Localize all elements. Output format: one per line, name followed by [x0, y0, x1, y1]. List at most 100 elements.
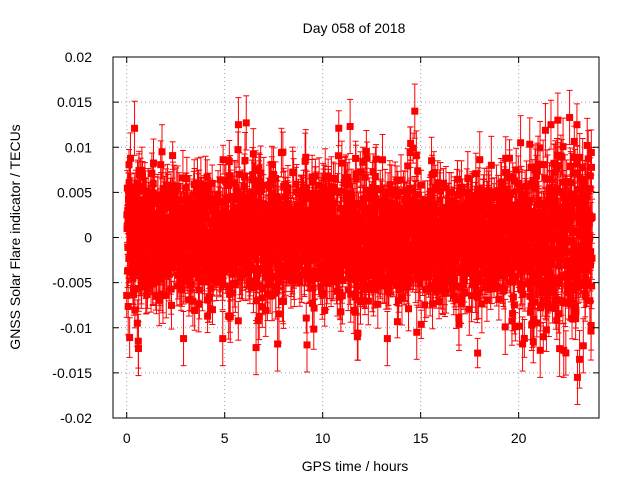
data-point	[225, 158, 233, 166]
data-point	[130, 287, 138, 295]
data-point	[260, 181, 268, 189]
data-point	[234, 317, 242, 325]
data-point	[208, 306, 216, 314]
data-point	[257, 185, 265, 193]
data-point	[152, 292, 160, 300]
data-point	[146, 261, 154, 269]
data-point	[178, 285, 186, 293]
data-point	[195, 300, 203, 308]
data-point	[206, 196, 214, 204]
data-point	[279, 148, 287, 156]
data-point	[255, 264, 263, 272]
data-point	[268, 160, 276, 168]
data-point	[322, 236, 330, 244]
data-point	[309, 284, 317, 292]
data-point	[318, 195, 326, 203]
data-point	[177, 216, 185, 224]
data-point	[191, 306, 199, 314]
data-point	[256, 177, 264, 185]
data-point	[272, 282, 280, 290]
data-point	[208, 273, 216, 281]
data-point	[123, 291, 131, 299]
data-point	[187, 281, 195, 289]
data-point	[301, 157, 309, 165]
data-point	[163, 188, 171, 196]
data-point	[280, 297, 288, 305]
data-point	[183, 175, 191, 183]
data-point	[126, 154, 134, 162]
data-point	[266, 280, 274, 288]
data-point	[258, 266, 266, 274]
data-point	[317, 223, 325, 231]
data-point	[259, 294, 267, 302]
data-point	[268, 291, 276, 299]
data-point	[241, 156, 249, 164]
data-point	[181, 277, 189, 285]
data-point	[290, 169, 298, 177]
data-layer	[123, 83, 596, 405]
data-point	[207, 284, 215, 292]
data-point	[170, 183, 178, 191]
data-point	[257, 169, 265, 177]
data-point	[174, 182, 182, 190]
data-point	[167, 301, 175, 309]
data-point	[134, 183, 142, 191]
data-point	[246, 277, 254, 285]
data-point	[179, 174, 187, 182]
data-point	[251, 277, 259, 285]
data-point	[205, 293, 213, 301]
data-point	[304, 260, 312, 268]
data-point	[139, 173, 147, 181]
data-point	[317, 283, 325, 291]
data-point	[153, 236, 161, 244]
data-point	[302, 153, 310, 161]
data-point	[138, 166, 146, 174]
data-point	[195, 286, 203, 294]
data-point	[315, 181, 323, 189]
data-point	[126, 246, 134, 254]
data-point	[235, 170, 243, 178]
data-point	[278, 273, 286, 281]
data-point	[140, 255, 148, 263]
data-point	[169, 152, 177, 160]
data-point	[124, 302, 132, 310]
data-point	[211, 202, 219, 210]
data-point	[216, 176, 224, 184]
data-point	[204, 186, 212, 194]
data-point	[315, 275, 323, 283]
data-point	[137, 218, 145, 226]
data-point	[306, 189, 314, 197]
data-point	[202, 215, 210, 223]
data-point	[148, 169, 156, 177]
data-point	[201, 181, 209, 189]
data-point	[189, 269, 197, 277]
chart-title: Day 058 of 2018	[303, 20, 406, 36]
data-point	[220, 207, 228, 215]
data-point	[131, 306, 139, 314]
data-point	[208, 179, 216, 187]
data-point	[185, 296, 193, 304]
data-point	[265, 270, 273, 278]
data-point	[232, 183, 240, 191]
data-point	[310, 304, 318, 312]
data-point	[153, 209, 161, 217]
data-point	[243, 195, 251, 203]
data-point	[157, 161, 165, 169]
data-point	[176, 260, 184, 268]
data-point	[150, 159, 158, 167]
data-point	[311, 268, 319, 276]
data-point	[291, 253, 299, 261]
data-point	[203, 173, 211, 181]
data-point	[133, 319, 141, 327]
data-point	[125, 189, 133, 197]
data-point	[320, 240, 328, 248]
data-point	[292, 180, 300, 188]
data-point	[142, 270, 150, 278]
data-point	[249, 150, 257, 158]
data-point	[219, 281, 227, 289]
data-point	[275, 310, 283, 318]
data-point	[253, 198, 261, 206]
data-point	[321, 272, 329, 280]
